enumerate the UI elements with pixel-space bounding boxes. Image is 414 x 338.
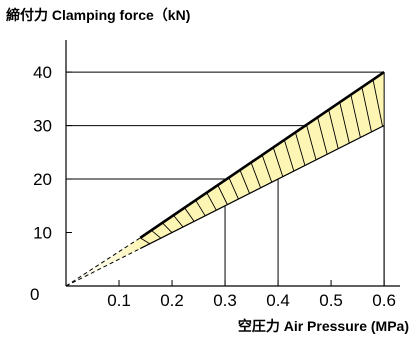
hatch-line (361, 87, 372, 133)
hatch-line (317, 117, 328, 155)
hatch-line (328, 109, 339, 149)
hatch-line (272, 147, 284, 177)
hatch-line (139, 237, 151, 245)
hatch-line (151, 229, 162, 239)
hatch-line (250, 162, 262, 189)
y-axis-label: 締付力 Clamping force（kN) (6, 7, 190, 23)
x-axis-label: 空圧力 Air Pressure (MPa) (238, 318, 409, 334)
y-tick-label: 30 (33, 117, 52, 136)
hatch-line (173, 214, 184, 228)
x-ticks: 0.1 0.2 0.3 0.4 0.5 0.6 (107, 280, 396, 310)
y-tick-label: 20 (33, 170, 52, 189)
hatch-line (350, 94, 361, 138)
hatch-line (206, 192, 217, 211)
hatch-line (294, 132, 306, 166)
extrapolation-upper-line (65, 237, 141, 287)
hatch-line (239, 169, 250, 194)
x-tick-label: 0.4 (266, 291, 290, 310)
hatch-line (372, 79, 383, 127)
x-tick-label: 0.2 (160, 291, 184, 310)
x-tick-label: 0.5 (319, 291, 343, 310)
force-band (65, 71, 385, 287)
hatch-line (162, 222, 173, 233)
y-tick-label: 40 (33, 63, 52, 82)
hatch-line (217, 184, 228, 205)
hatch-line (195, 199, 206, 217)
x-tick-label: 0.3 (213, 291, 237, 310)
hatch-line (306, 124, 317, 161)
x-tick-label: 0.6 (372, 291, 396, 310)
y-ticks: 10 20 30 40 (33, 63, 72, 243)
hatch-line (283, 139, 295, 172)
upper-limit-line (139, 71, 385, 239)
origin-label: 0 (30, 285, 39, 304)
lower-limit-line (139, 125, 385, 250)
x-tick-label: 0.1 (107, 291, 131, 310)
hatch-line (261, 154, 273, 183)
y-tick-label: 10 (33, 224, 52, 243)
hatch-line (228, 177, 239, 200)
hatch-line (184, 207, 195, 222)
hatch-line (339, 102, 350, 144)
band-fill (140, 72, 385, 249)
